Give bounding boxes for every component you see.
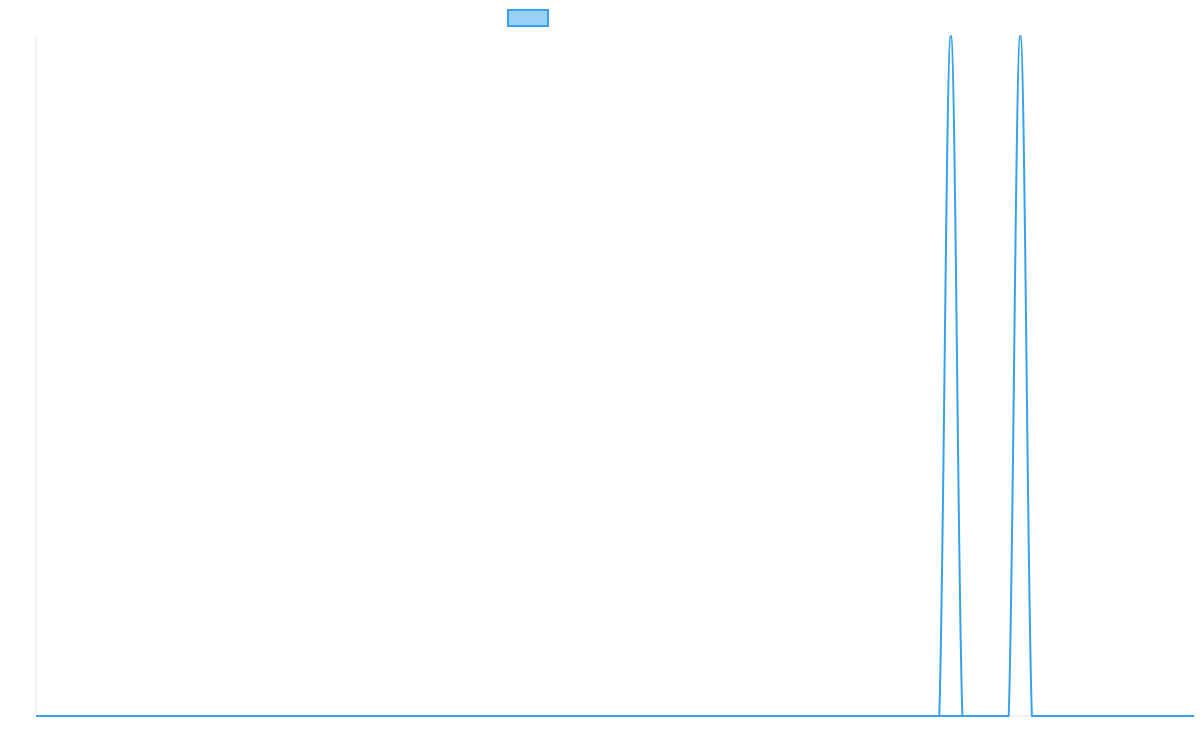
data-point[interactable] [971,713,977,719]
data-point[interactable] [1029,713,1035,719]
legend-swatch[interactable] [507,9,549,27]
legend[interactable] [507,9,549,27]
data-point[interactable] [994,713,1000,719]
series-layer [33,33,1197,719]
data-point[interactable] [1052,713,1058,719]
series-line-0 [36,35,1194,718]
data-point[interactable] [983,713,989,719]
data-point[interactable] [1017,33,1023,39]
data-point[interactable] [1191,713,1197,719]
axes [35,36,1194,717]
data-point[interactable] [33,713,39,719]
data-point[interactable] [959,713,965,719]
data-point[interactable] [1040,713,1046,719]
data-point[interactable] [936,713,942,719]
data-point[interactable] [913,713,919,719]
data-point[interactable] [948,33,954,39]
data-point[interactable] [1006,713,1012,719]
data-point[interactable] [925,713,931,719]
